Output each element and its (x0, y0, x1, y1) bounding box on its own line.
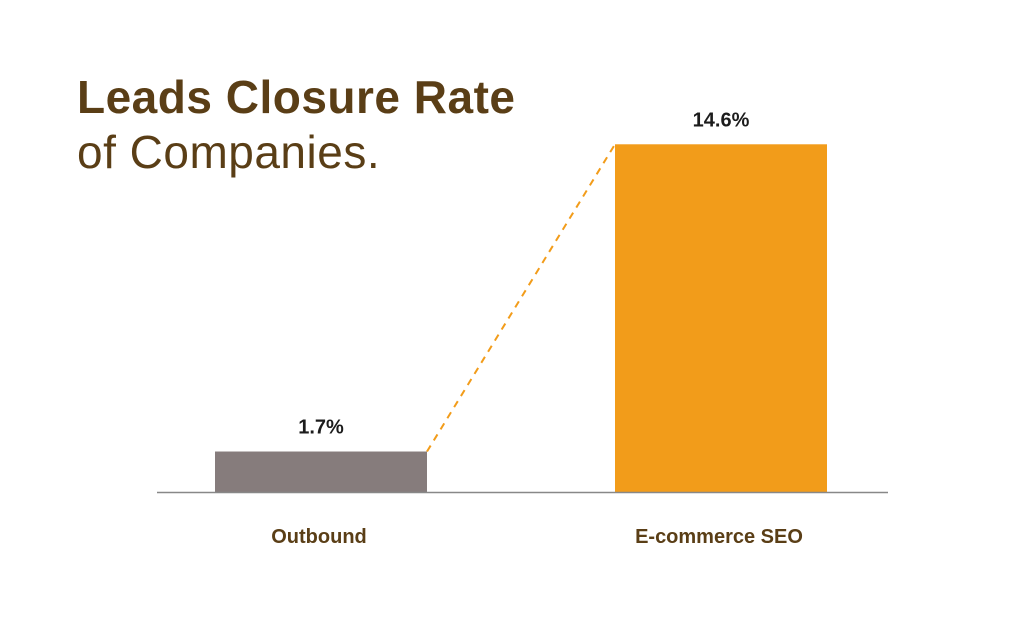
bar-outbound (215, 451, 427, 492)
bar-e-commerce-seo (615, 144, 827, 492)
data-label: 1.7% (298, 417, 344, 439)
chart-title: Leads Closure Rate (77, 71, 516, 123)
chart-subtitle: of Companies. (77, 126, 381, 178)
category-label: Outbound (271, 526, 367, 548)
connector-line (426, 143, 616, 453)
data-label: 14.6% (693, 109, 750, 131)
category-label: E-commerce SEO (635, 526, 803, 548)
